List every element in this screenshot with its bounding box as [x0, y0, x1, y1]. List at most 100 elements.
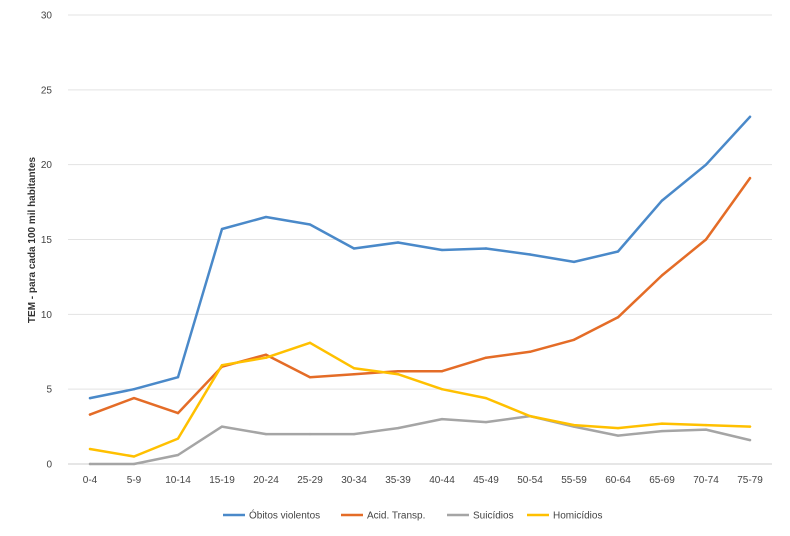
- x-tick-label: 60-64: [605, 475, 631, 486]
- data-point: [660, 429, 664, 433]
- data-point: [396, 241, 400, 244]
- x-axis-ticks: 0-4 5-9 10-14 15-19 20-24 25-29 30-34 35-39 40-4…: [83, 475, 763, 486]
- x-tick-label: 70-74: [693, 475, 719, 486]
- data-point: [264, 215, 268, 219]
- data-point: [616, 316, 620, 319]
- y-tick-label: 15: [41, 235, 53, 246]
- data-point: [484, 396, 488, 400]
- legend-item: Homicídios: [527, 511, 602, 522]
- x-tick-label: 50-54: [517, 475, 543, 486]
- y-tick-label: 10: [41, 310, 53, 321]
- data-point: [132, 396, 136, 400]
- data-point: [484, 420, 488, 424]
- data-point: [176, 437, 180, 440]
- data-point: [220, 227, 224, 231]
- legend-item: Óbitos violentos: [223, 509, 320, 522]
- data-point: [484, 247, 488, 250]
- x-tick-label: 75-79: [737, 475, 763, 486]
- data-point: [308, 341, 312, 344]
- legend-item: Suicídios: [447, 511, 514, 522]
- data-point: [528, 350, 532, 353]
- x-tick-label: 25-29: [297, 475, 323, 486]
- data-point: [220, 425, 224, 428]
- data-point: [308, 375, 312, 379]
- data-point: [748, 438, 752, 442]
- data-point: [704, 423, 708, 427]
- data-point: [308, 432, 312, 436]
- data-point: [440, 387, 444, 391]
- data-point: [572, 423, 576, 427]
- data-point: [660, 274, 664, 277]
- data-point: [132, 462, 136, 466]
- data-point: [484, 356, 488, 359]
- x-tick-label: 40-44: [429, 475, 455, 486]
- data-point: [352, 432, 356, 436]
- data-point: [440, 370, 444, 373]
- data-point: [88, 396, 92, 400]
- data-point: [176, 375, 180, 379]
- legend-label: Homicídios: [553, 511, 602, 522]
- data-point: [264, 432, 268, 436]
- data-point: [264, 353, 268, 356]
- data-point: [396, 373, 400, 376]
- data-point: [572, 338, 576, 341]
- data-point: [220, 364, 224, 367]
- data-point: [616, 250, 620, 253]
- x-tick-label: 0-4: [83, 475, 98, 486]
- x-tick-label: 20-24: [253, 475, 279, 486]
- legend-label: Óbitos violentos: [249, 509, 320, 522]
- data-point: [352, 373, 356, 376]
- x-tick-label: 15-19: [209, 475, 235, 486]
- data-point: [88, 413, 92, 416]
- series-line-0: [88, 115, 752, 400]
- y-axis-ticks: 0 5 10 15 20 25 30: [41, 11, 53, 471]
- data-point: [528, 253, 532, 256]
- x-tick-label: 5-9: [127, 475, 142, 486]
- data-point: [748, 176, 752, 180]
- y-axis-title: TEM - para cada 100 mil habitantes: [27, 156, 38, 323]
- data-point: [704, 428, 708, 431]
- data-point: [704, 238, 708, 241]
- x-tick-label: 65-69: [649, 475, 675, 486]
- data-point: [748, 425, 752, 428]
- data-point: [396, 426, 400, 430]
- data-point: [528, 414, 532, 418]
- data-point: [748, 115, 752, 118]
- x-tick-label: 55-59: [561, 475, 587, 486]
- data-point: [176, 453, 180, 457]
- series-lines: [88, 115, 752, 466]
- legend-item: Acid. Transp.: [341, 511, 425, 522]
- data-point: [88, 447, 92, 451]
- data-point: [660, 199, 664, 202]
- data-point: [264, 356, 268, 359]
- legend-label: Suicídios: [473, 511, 514, 522]
- series-line-2: [88, 414, 752, 466]
- grid: [68, 14, 772, 465]
- data-point: [572, 260, 576, 264]
- data-point: [352, 367, 356, 370]
- x-tick-label: 35-39: [385, 475, 411, 486]
- data-point: [176, 411, 180, 415]
- data-point: [396, 370, 400, 373]
- y-tick-label: 5: [46, 385, 52, 396]
- data-point: [704, 163, 708, 166]
- y-tick-label: 30: [41, 11, 53, 22]
- y-tick-label: 20: [41, 160, 53, 171]
- data-point: [88, 462, 92, 466]
- series-line-1: [88, 176, 752, 416]
- data-point: [616, 426, 620, 430]
- y-tick-label: 0: [46, 460, 52, 471]
- data-point: [616, 434, 620, 437]
- y-tick-label: 25: [41, 85, 53, 96]
- data-point: [440, 417, 444, 421]
- legend-label: Acid. Transp.: [367, 511, 425, 522]
- series-line-3: [88, 341, 752, 458]
- data-point: [308, 223, 312, 226]
- data-point: [132, 387, 136, 391]
- x-tick-label: 45-49: [473, 475, 499, 486]
- data-point: [440, 248, 444, 252]
- legend: Óbitos violentos Acid. Transp. Suicídios Ho…: [223, 509, 602, 522]
- data-point: [132, 455, 136, 458]
